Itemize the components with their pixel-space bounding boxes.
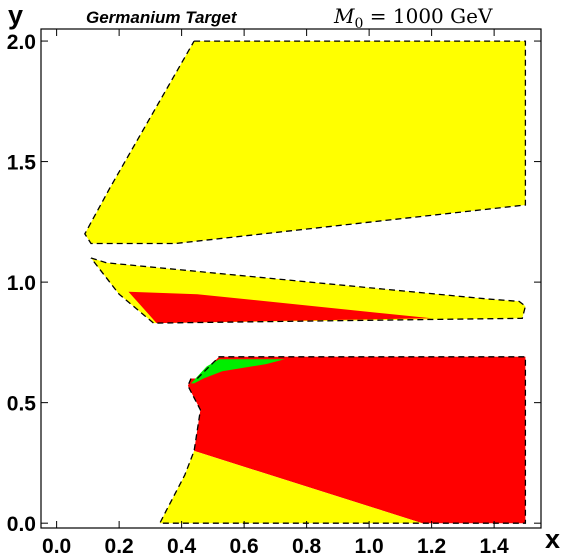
x-tick-label-1: 0.2 xyxy=(105,535,134,557)
y-tick-label-4: 2.0 xyxy=(7,31,36,54)
x-tick-label-5: 1.0 xyxy=(355,535,384,557)
subtitle-subscript: 0 xyxy=(354,16,363,32)
chart-title: Germanium Target xyxy=(86,8,238,27)
y-tick-label-2: 1.0 xyxy=(7,272,36,295)
boundary-line-2 xyxy=(158,356,527,524)
boundary-line-1 xyxy=(90,257,527,324)
yellow-region-0 xyxy=(84,41,526,244)
x-tick-label-2: 0.4 xyxy=(167,535,197,557)
x-tick-label-3: 0.6 xyxy=(230,535,259,557)
x-tick-label-0: 0.0 xyxy=(42,535,71,557)
yellow-region-4 xyxy=(159,450,423,524)
plot-frame xyxy=(40,28,542,529)
boundary-layer xyxy=(84,40,527,524)
y-tick-label-3: 1.5 xyxy=(7,152,37,175)
region-layer xyxy=(84,41,526,524)
subtitle-symbol: M xyxy=(333,4,355,28)
y-axis-label: y xyxy=(8,0,23,30)
x-tick-label-6: 1.2 xyxy=(417,535,446,557)
x-axis-label: x xyxy=(545,524,560,554)
red-region-3 xyxy=(187,356,526,524)
green-region-5 xyxy=(191,359,285,384)
x-tick-label-7: 1.4 xyxy=(480,535,510,557)
red-region-2 xyxy=(128,291,432,324)
x-tick-label-4: 0.8 xyxy=(292,535,322,557)
y-tick-layer: 0.0 0.5 1.0 1.5 2.0 xyxy=(7,31,541,536)
x-tick-layer: 0.0 0.2 0.4 0.6 0.8 1.0 1.2 1.4 xyxy=(42,29,509,557)
chart-subtitle: M0 = 1000 GeV xyxy=(333,4,493,32)
y-tick-label-1: 0.5 xyxy=(7,393,37,416)
subtitle-value: = 1000 GeV xyxy=(363,4,493,28)
y-tick-label-0: 0.0 xyxy=(7,513,36,536)
